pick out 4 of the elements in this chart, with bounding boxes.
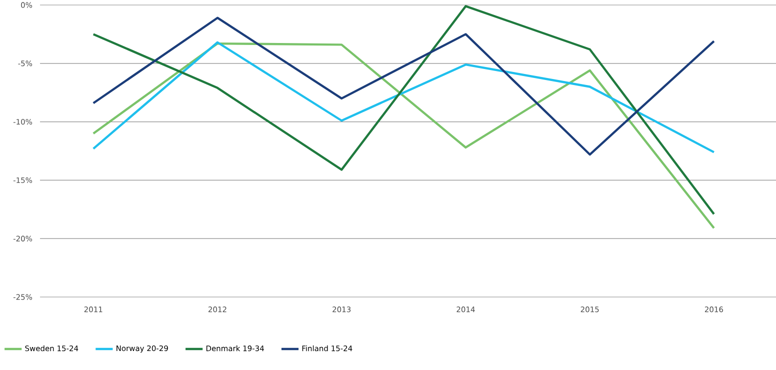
line-series (92, 41, 716, 154)
line-series (92, 42, 716, 230)
line-series (92, 5, 716, 216)
line-series (92, 16, 716, 156)
